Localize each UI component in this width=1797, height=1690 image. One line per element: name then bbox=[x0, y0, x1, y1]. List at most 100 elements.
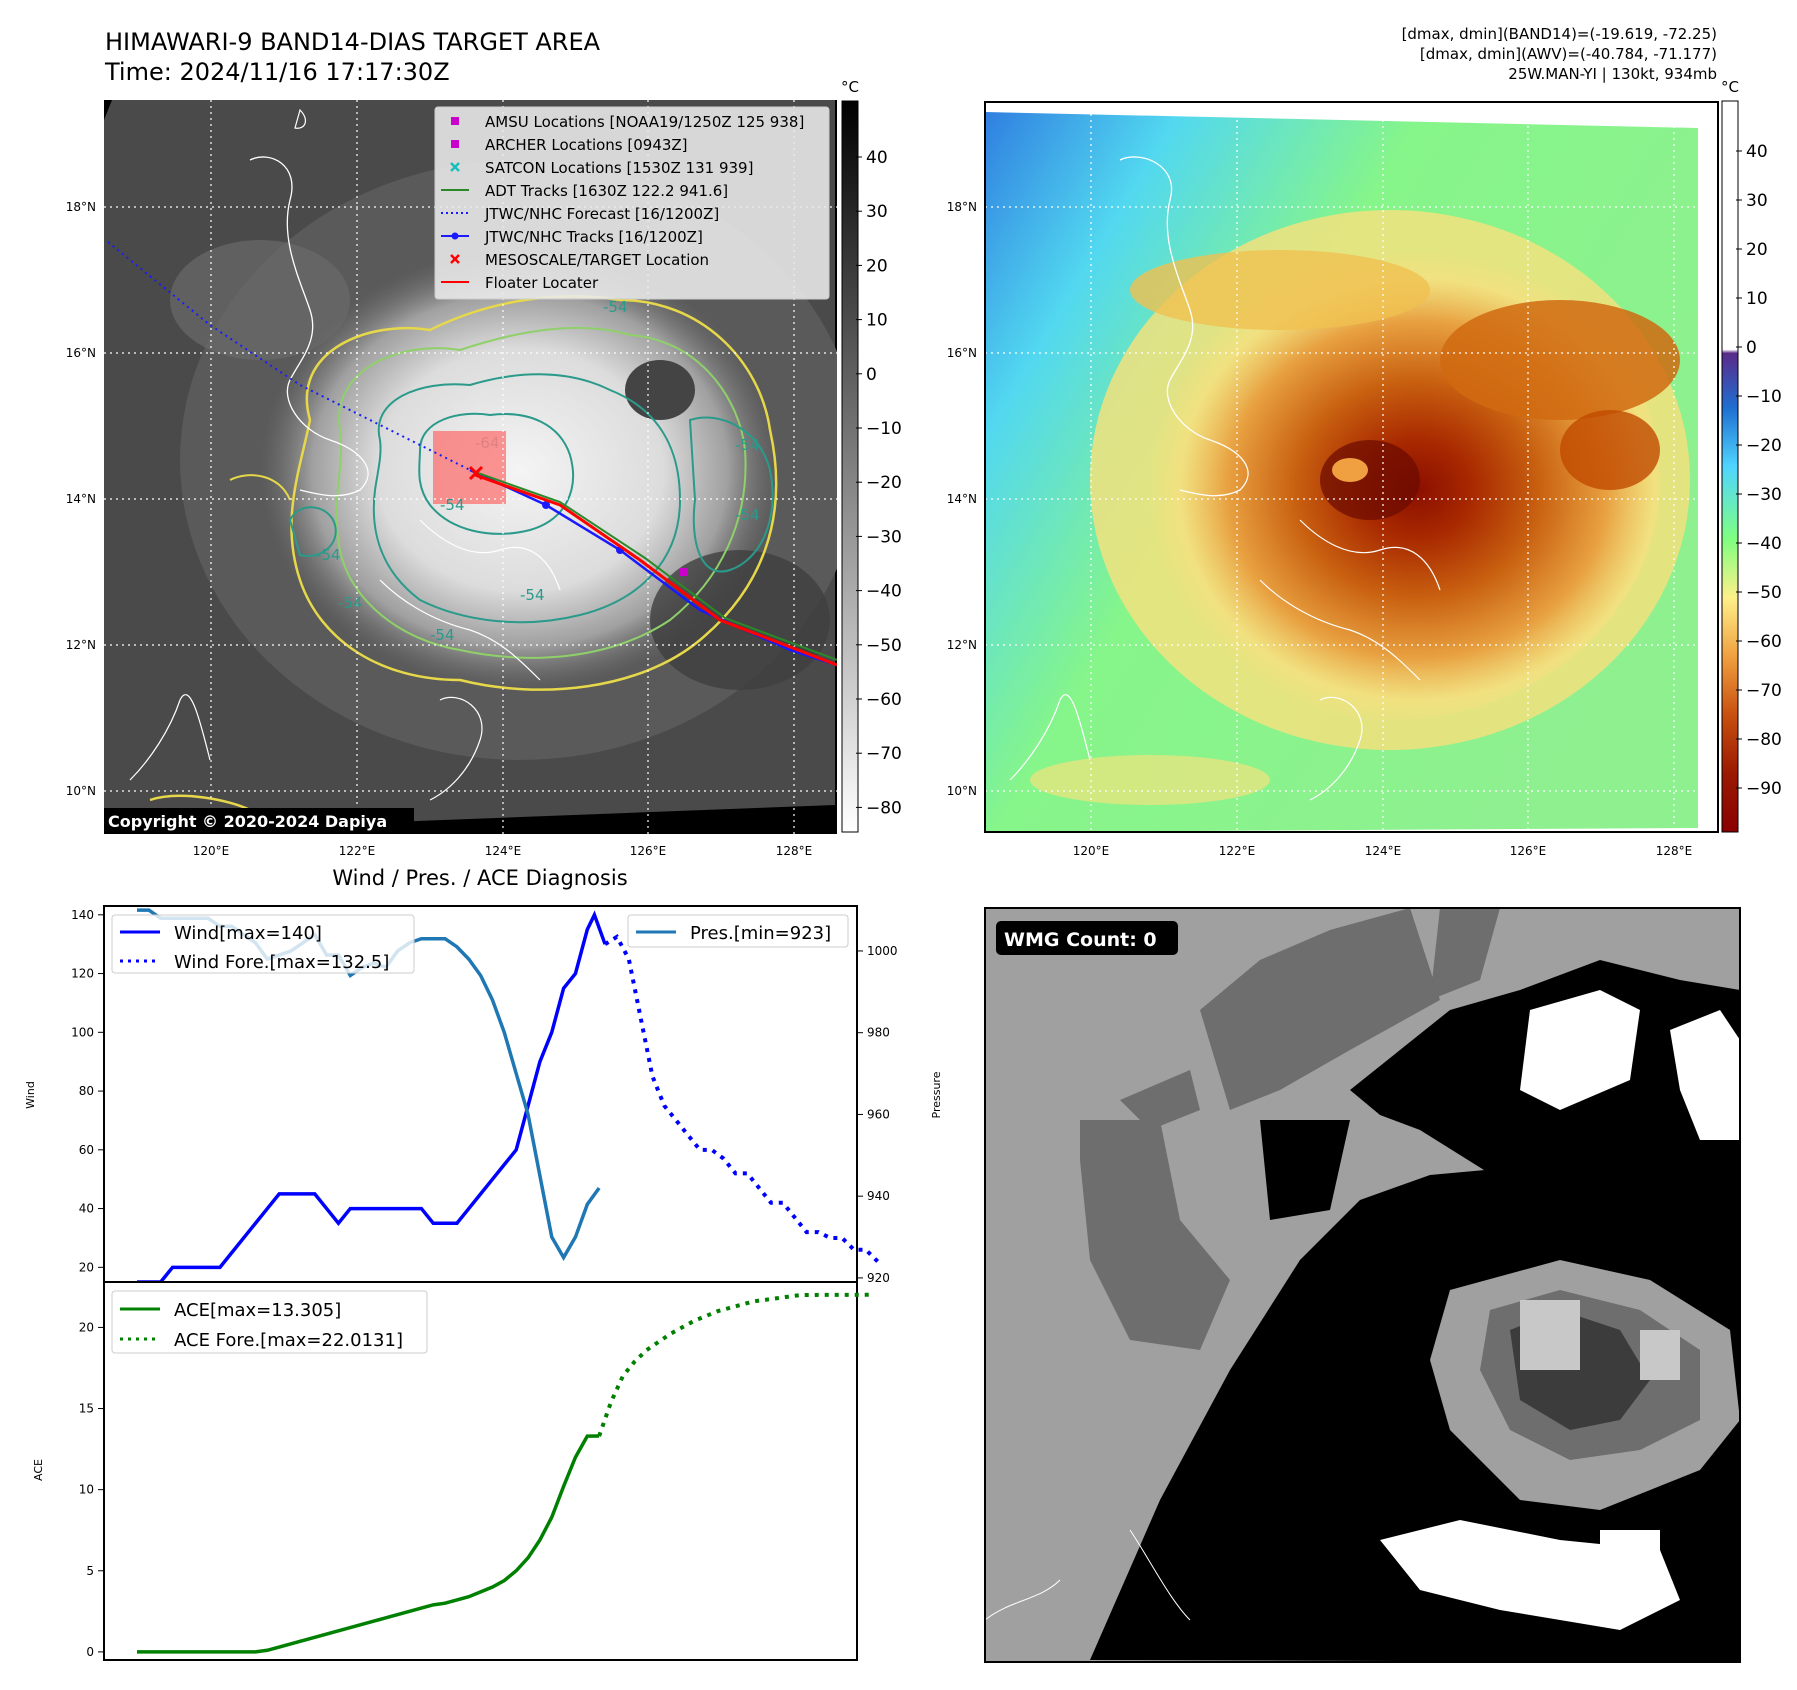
pressure-tick-label: 1000 bbox=[867, 944, 898, 958]
ace-tick-label: 5 bbox=[86, 1564, 94, 1578]
map-legend: AMSU Locations [NOAA19/1250Z 125 938] AR… bbox=[434, 106, 830, 300]
lat-tick-label: 12°N bbox=[66, 638, 96, 652]
legend-label: Wind[max=140] bbox=[174, 923, 322, 944]
jtwc-track bbox=[469, 468, 837, 667]
lat-tick-label: 16°N bbox=[947, 346, 977, 360]
legend-label: ARCHER Locations [0943Z] bbox=[485, 136, 688, 154]
colorbar-tick-label: −80 bbox=[1746, 730, 1782, 750]
colorbar-tick-label: 40 bbox=[866, 148, 888, 168]
colorbar-tick-label: −70 bbox=[866, 744, 902, 764]
copyright-text: Copyright © 2020-2024 Dapiya bbox=[108, 812, 387, 831]
wind-axis-label: Wind bbox=[24, 1081, 37, 1109]
contour-label: -54 bbox=[735, 436, 760, 454]
info-storm: 25W.MAN-YI | 130kt, 934mb bbox=[1508, 65, 1717, 83]
diagnosis-title: Wind / Pres. / ACE Diagnosis bbox=[332, 866, 627, 890]
pressure-tick-label: 980 bbox=[867, 1026, 890, 1040]
wind-pressure-chart: Wind Pressure 20 40 60 80 100 120 140 920 940 96… bbox=[24, 905, 943, 1285]
wind-legend: Wind[max=140] Wind Fore.[max=132.5] bbox=[111, 914, 415, 974]
legend-label: Floater Locater bbox=[485, 274, 599, 292]
ace-forecast-line bbox=[597, 1292, 872, 1437]
colorbar-tick-label: −20 bbox=[866, 473, 902, 493]
contour-label: -54 bbox=[338, 594, 363, 612]
colorbar-tick-label: 40 bbox=[1746, 142, 1768, 162]
lat-tick-label: 10°N bbox=[947, 784, 977, 798]
colorbar-tick-label: −80 bbox=[866, 798, 902, 818]
wind-tick-label: 120 bbox=[71, 967, 94, 981]
colorbar-tick-label: −30 bbox=[866, 527, 902, 547]
amsu-marker bbox=[680, 568, 688, 576]
colorbar-left: °C 40 30 20 10 0 −10 −20 −30 −40 −50 −60 −70 −80 bbox=[841, 78, 902, 833]
lon-tick-label: 122°E bbox=[339, 844, 376, 858]
legend-marker-target bbox=[450, 254, 460, 264]
wind-tick-label: 80 bbox=[79, 1084, 94, 1098]
ace-tick-label: 10 bbox=[79, 1483, 94, 1497]
ace-tick-label: 15 bbox=[79, 1402, 94, 1416]
colorbar-unit: °C bbox=[841, 78, 859, 96]
adt-track bbox=[474, 471, 837, 661]
lat-tick-label: 12°N bbox=[947, 638, 977, 652]
legend-label: MESOSCALE/TARGET Location bbox=[485, 251, 709, 269]
colorbar-right: °C 40 30 20 10 0 −10 −20 −30 −40 −50 −60 −70 −80 −90 bbox=[1721, 78, 1782, 833]
lat-tick-label: 16°N bbox=[66, 346, 96, 360]
colorbar-tick-label: −40 bbox=[866, 582, 902, 602]
wind-line bbox=[137, 910, 607, 1284]
ace-chart: ACE 0 5 10 15 20 ACE[max=13.305] ACE Fore.[m… bbox=[32, 1281, 872, 1661]
pressure-tick-label: 920 bbox=[867, 1271, 890, 1285]
contour-label: -54 bbox=[430, 626, 455, 644]
legend-marker-amsu bbox=[451, 117, 459, 125]
contour-label: -54 bbox=[603, 298, 628, 316]
wmg-panel: WMG Count: 0 bbox=[984, 907, 1741, 1663]
copyright-box bbox=[104, 808, 414, 834]
lon-tick-label: 122°E bbox=[1219, 844, 1256, 858]
ace-line bbox=[137, 1434, 600, 1654]
colorbar-tick-label: 20 bbox=[866, 256, 888, 276]
info-band14: [dmax, dmin](BAND14)=(-19.619, -72.25) bbox=[1402, 25, 1717, 43]
colorbar-tick-label: −10 bbox=[866, 419, 902, 439]
info-awv: [dmax, dmin](AWV)=(-40.784, -71.177) bbox=[1420, 45, 1717, 63]
wind-tick-label: 140 bbox=[71, 908, 94, 922]
colorbar-tick-label: −20 bbox=[1746, 436, 1782, 456]
colorbar-unit: °C bbox=[1721, 78, 1739, 96]
legend-label: JTWC/NHC Tracks [16/1200Z] bbox=[484, 228, 703, 246]
colorbar-tick-label: 20 bbox=[1746, 240, 1768, 260]
pressure-tick-label: 940 bbox=[867, 1189, 890, 1203]
contour-label: -54 bbox=[440, 496, 465, 514]
contour-label: -64 bbox=[475, 434, 500, 452]
colorbar-tick-label: 0 bbox=[1746, 338, 1757, 358]
wind-tick-label: 20 bbox=[79, 1260, 94, 1274]
colorbar-tick-label: −30 bbox=[1746, 485, 1782, 505]
legend-label: ADT Tracks [1630Z 122.2 941.6] bbox=[485, 182, 728, 200]
ace-tick-label: 20 bbox=[79, 1320, 94, 1334]
colorbar-tick-label: −50 bbox=[1746, 583, 1782, 603]
legend-marker-satcon bbox=[450, 162, 460, 172]
legend-label: Pres.[min=923] bbox=[690, 923, 831, 944]
pressure-legend: Pres.[min=923] bbox=[627, 914, 849, 948]
wmg-count-badge bbox=[996, 921, 1178, 955]
legend-label: AMSU Locations [NOAA19/1250Z 125 938] bbox=[485, 113, 804, 131]
lon-tick-label: 128°E bbox=[1656, 844, 1693, 858]
ir-map-panel: -54 -64 -54 -54 -54 -54 -54 -54 -54 Copy… bbox=[66, 100, 837, 858]
colorbar-tick-label: −70 bbox=[1746, 681, 1782, 701]
ace-tick-label: 0 bbox=[86, 1645, 94, 1659]
lat-tick-label: 14°N bbox=[66, 492, 96, 506]
floater-track bbox=[474, 473, 837, 667]
contour-label: -54 bbox=[520, 586, 545, 604]
wind-tick-label: 40 bbox=[79, 1202, 94, 1216]
color-map-panel: 18°N 16°N 14°N 12°N 10°N 120°E 122°E 124… bbox=[947, 101, 1719, 858]
lon-tick-label: 124°E bbox=[485, 844, 522, 858]
lon-tick-label: 128°E bbox=[776, 844, 813, 858]
colorbar-tick-label: −60 bbox=[1746, 632, 1782, 652]
lon-tick-label: 124°E bbox=[1365, 844, 1402, 858]
colorbar-tick-label: −50 bbox=[866, 636, 902, 656]
pressure-axis-label: Pressure bbox=[930, 1071, 943, 1118]
pressure-tick-label: 960 bbox=[867, 1107, 890, 1121]
wmg-count-text: WMG Count: 0 bbox=[1004, 929, 1157, 951]
wind-tick-label: 60 bbox=[79, 1143, 94, 1157]
lon-tick-label: 120°E bbox=[1073, 844, 1110, 858]
lat-tick-label: 18°N bbox=[947, 200, 977, 214]
wind-tick-label: 100 bbox=[71, 1025, 94, 1039]
colorbar-tick-label: 30 bbox=[1746, 191, 1768, 211]
lon-tick-label: 126°E bbox=[630, 844, 667, 858]
legend-label: SATCON Locations [1530Z 131 939] bbox=[485, 159, 753, 177]
